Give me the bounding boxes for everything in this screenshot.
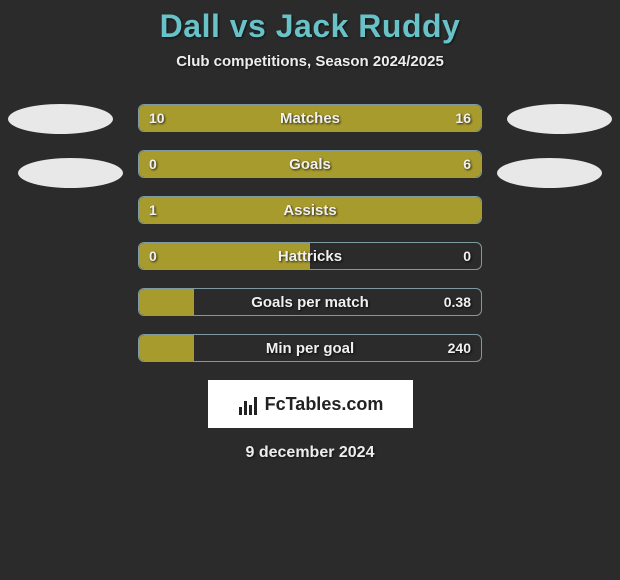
stat-row-matches: 10 Matches 16 <box>138 104 482 132</box>
stat-value-right: 240 <box>448 335 471 361</box>
comparison-chart: 10 Matches 16 0 Goals 6 1 Assists 0 Hatt… <box>0 104 620 362</box>
stat-value-right: 0.38 <box>444 289 471 315</box>
stat-value-right: 0 <box>463 243 471 269</box>
stat-row-assists: 1 Assists <box>138 196 482 224</box>
player-badge-left-2 <box>18 158 123 188</box>
stat-fill-left <box>139 335 194 361</box>
stat-fill-left <box>139 197 481 223</box>
stat-fill-left <box>139 151 201 177</box>
fctables-logo: FcTables.com <box>208 380 413 428</box>
stat-row-min-per-goal: Min per goal 240 <box>138 334 482 362</box>
bar-chart-icon <box>237 393 259 415</box>
stat-row-goals: 0 Goals 6 <box>138 150 482 178</box>
player-badge-left-1 <box>8 104 113 134</box>
player-badge-right-1 <box>507 104 612 134</box>
stat-bars: 10 Matches 16 0 Goals 6 1 Assists 0 Hatt… <box>138 104 482 362</box>
player-badge-right-2 <box>497 158 602 188</box>
stat-fill-left <box>139 105 269 131</box>
stat-fill-left <box>139 289 194 315</box>
stat-row-hattricks: 0 Hattricks 0 <box>138 242 482 270</box>
page-title: Dall vs Jack Ruddy <box>0 0 620 45</box>
page-subtitle: Club competitions, Season 2024/2025 <box>0 53 620 70</box>
stat-fill-right <box>201 151 481 177</box>
logo-text: FcTables.com <box>265 394 384 415</box>
stat-fill-left <box>139 243 310 269</box>
stat-row-goals-per-match: Goals per match 0.38 <box>138 288 482 316</box>
stat-fill-right <box>269 105 481 131</box>
date-text: 9 december 2024 <box>0 444 620 462</box>
